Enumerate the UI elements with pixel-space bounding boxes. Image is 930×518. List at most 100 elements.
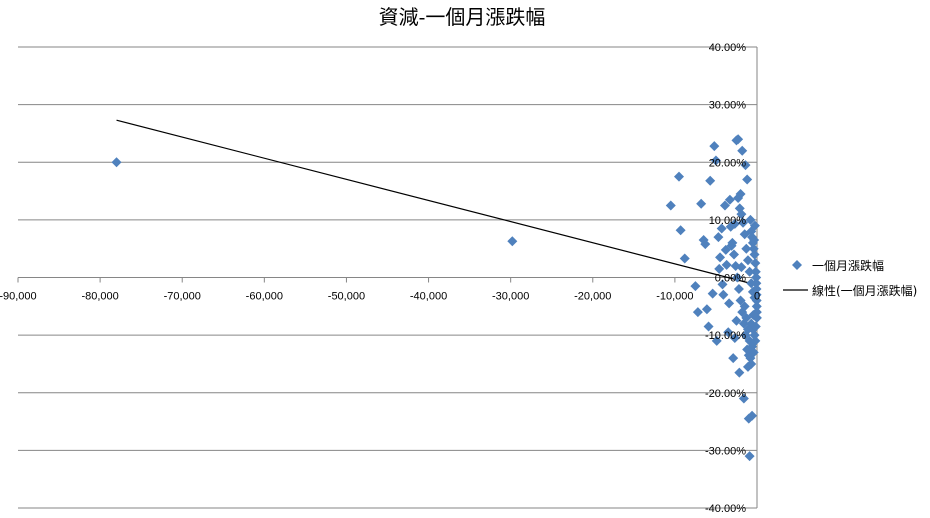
- data-point: [710, 155, 721, 166]
- x-tick-label: -50,000: [328, 291, 365, 303]
- data-point: [734, 203, 745, 214]
- data-point: [716, 223, 727, 234]
- y-tick-label: -20.00%: [705, 388, 746, 400]
- trendline-layer: [116, 119, 758, 286]
- data-point: [736, 262, 747, 273]
- data-point: [733, 134, 744, 145]
- data-point: [751, 278, 762, 289]
- data-point: [720, 244, 731, 255]
- data-point: [750, 321, 761, 332]
- data-point: [732, 272, 743, 283]
- chart-title: 資減-一個月漲跌幅: [379, 5, 546, 29]
- data-point: [724, 194, 735, 205]
- data-point: [742, 361, 753, 372]
- data-point: [727, 237, 738, 248]
- data-point: [111, 157, 122, 168]
- x-tick-label: -60,000: [246, 291, 283, 303]
- data-point: [737, 145, 748, 156]
- data-point: [749, 249, 760, 260]
- y-tick-label: 0.00%: [715, 273, 746, 285]
- data-point: [739, 301, 750, 312]
- data-point: [742, 174, 753, 185]
- data-point: [742, 255, 753, 266]
- data-point: [749, 235, 760, 246]
- y-tick-label: 30.00%: [709, 100, 747, 112]
- data-point: [679, 253, 690, 264]
- data-point: [711, 335, 722, 346]
- data-point: [721, 259, 732, 270]
- data-point: [739, 229, 750, 240]
- y-tick-label: 20.00%: [709, 157, 747, 169]
- data-point: [507, 236, 518, 247]
- x-tick-label: 0: [754, 291, 760, 303]
- data-point: [750, 266, 761, 277]
- data-point: [665, 200, 676, 211]
- data-point: [717, 279, 728, 290]
- data-point: [738, 217, 749, 228]
- data-point: [707, 288, 718, 299]
- data-point: [690, 281, 701, 292]
- data-point: [709, 141, 720, 152]
- data-point: [713, 232, 724, 243]
- data-point: [715, 252, 726, 263]
- y-tick-label: -30.00%: [705, 445, 746, 457]
- data-point: [733, 192, 744, 203]
- data-point: [700, 239, 711, 250]
- data-point: [741, 243, 752, 254]
- x-tick-label: -30,000: [492, 291, 529, 303]
- data-point: [733, 284, 744, 295]
- legend-series-label: 一個月漲跌幅: [812, 258, 884, 273]
- y-tick-label: -40.00%: [705, 503, 746, 515]
- data-point: [705, 175, 716, 186]
- data-point: [740, 160, 751, 171]
- data-point: [738, 393, 749, 404]
- data-point: [719, 200, 730, 211]
- data-point: [703, 321, 714, 332]
- legend-trendline-label: 線性(一個月漲跌幅): [812, 283, 917, 298]
- data-point: [724, 298, 735, 309]
- data-point: [744, 335, 755, 346]
- x-tick-label: -90,000: [0, 291, 37, 303]
- data-point: [750, 258, 761, 269]
- x-tick-label: -70,000: [164, 291, 201, 303]
- legend-marker-diamond: [792, 260, 802, 270]
- data-point: [729, 249, 740, 260]
- data-point: [714, 263, 725, 274]
- y-tick-label: -10.00%: [705, 330, 746, 342]
- data-point: [742, 324, 753, 335]
- data-point: [723, 327, 734, 338]
- data-point: [718, 289, 729, 300]
- data-point: [734, 367, 745, 378]
- data-points: [111, 134, 762, 462]
- data-point: [725, 221, 736, 232]
- data-point: [744, 266, 755, 277]
- data-point: [701, 304, 712, 315]
- y-tick-label: 40.00%: [709, 42, 747, 54]
- x-tick-label: -40,000: [410, 291, 447, 303]
- x-tick-label: -10,000: [656, 291, 693, 303]
- y-axis-ticks: 40.00% 30.00% 20.00% 10.00% 0.00% -10.00% -20.…: [705, 42, 746, 515]
- data-point: [692, 307, 703, 318]
- x-tick-label: -20,000: [574, 291, 611, 303]
- data-point: [749, 292, 760, 303]
- data-point: [751, 272, 762, 283]
- x-axis-ticks: -90,000 -80,000 -70,000 -60,000 -50,000 -40,0…: [0, 291, 760, 303]
- data-point: [729, 333, 740, 344]
- gridlines: [17, 46, 758, 509]
- data-point: [746, 278, 757, 289]
- data-point: [696, 198, 707, 209]
- data-point: [749, 220, 760, 231]
- data-point: [744, 451, 755, 462]
- data-point: [742, 344, 753, 355]
- data-point: [731, 315, 742, 326]
- y-tick-label: 10.00%: [709, 215, 747, 227]
- x-tick-label: -80,000: [81, 291, 118, 303]
- data-point: [673, 171, 684, 182]
- data-point: [748, 309, 759, 320]
- data-point: [728, 353, 739, 364]
- data-point: [675, 225, 686, 236]
- data-point: [745, 214, 756, 225]
- data-point: [747, 410, 758, 421]
- legend: 一個月漲跌幅 線性(一個月漲跌幅): [783, 258, 917, 298]
